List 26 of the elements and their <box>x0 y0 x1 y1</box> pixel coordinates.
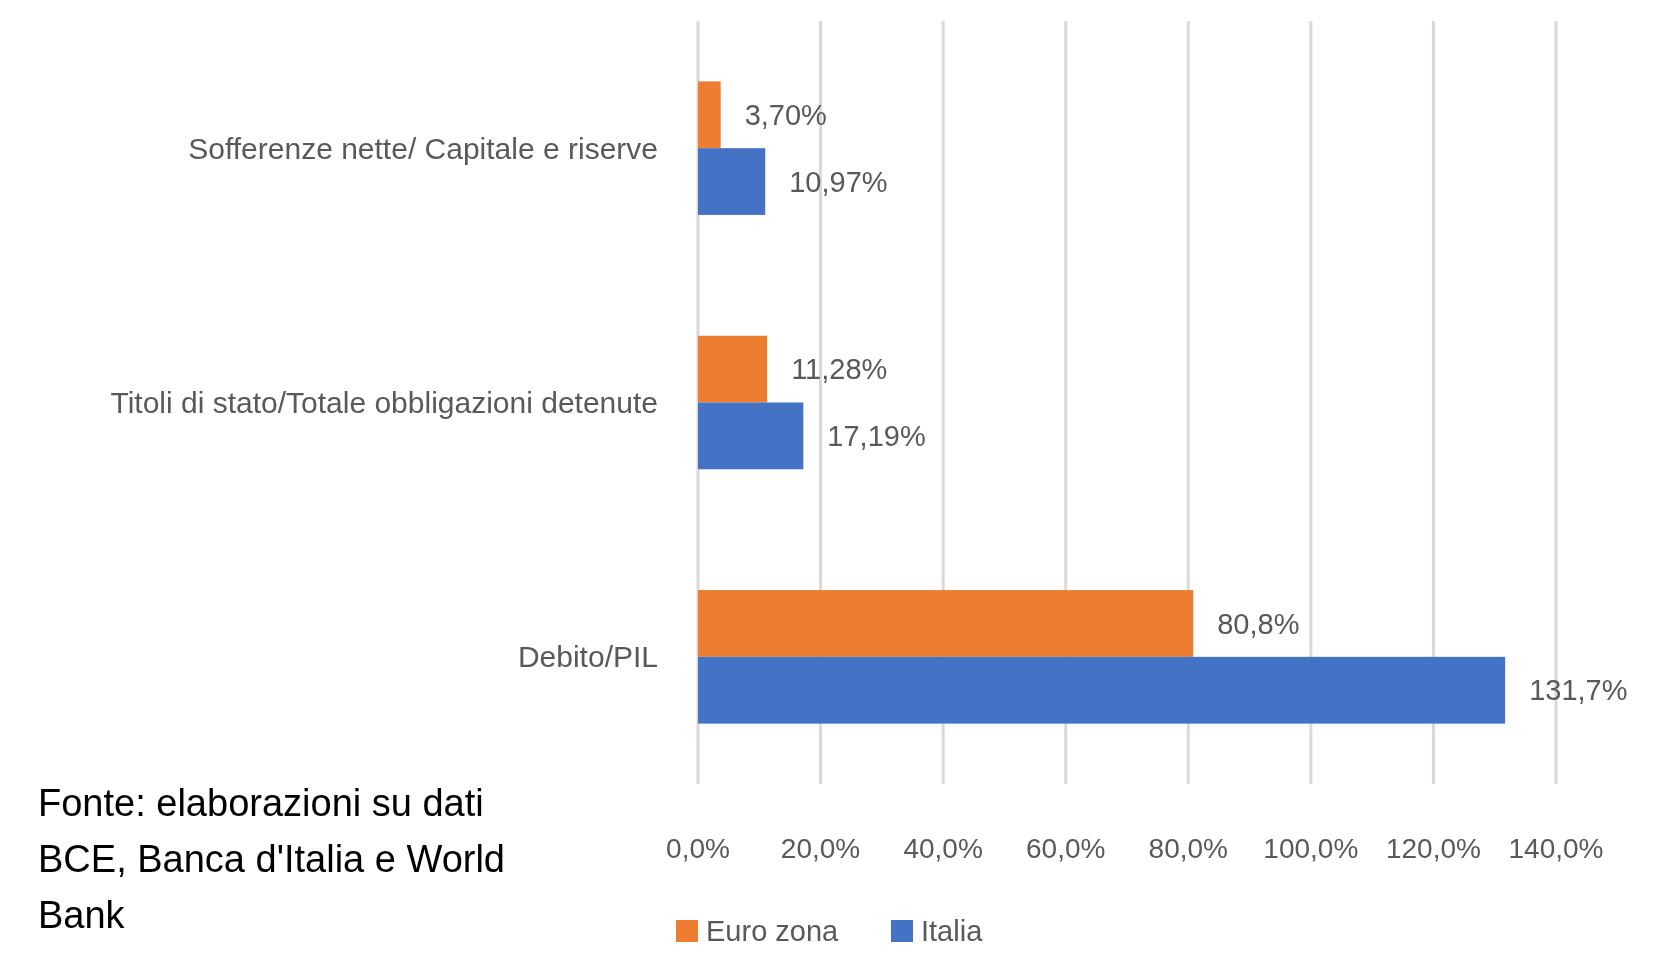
data-label: 10,97% <box>789 165 888 198</box>
bar <box>698 81 721 149</box>
x-tick-label: 140,0% <box>1508 832 1604 864</box>
source-note: Fonte: elaborazioni su dati BCE, Banca d'Italia e World Bank <box>38 782 506 936</box>
bar <box>698 656 1506 724</box>
x-tick-label: 80,0% <box>1148 832 1228 864</box>
legend-label: Italia <box>921 915 984 948</box>
x-tick-label: 60,0% <box>1026 832 1106 864</box>
x-tick-label: 100,0% <box>1263 832 1359 864</box>
y-tick-label: Titoli di stato/Totale obbligazioni detenute <box>110 386 658 419</box>
bar <box>698 148 766 215</box>
data-label: 3,70% <box>744 98 827 131</box>
legend-label: Euro zona <box>706 915 840 948</box>
data-label: 80,8% <box>1217 607 1300 640</box>
bar <box>698 335 768 403</box>
x-tick-label: 120,0% <box>1385 832 1481 864</box>
data-label: 17,19% <box>827 420 926 453</box>
data-label: 131,7% <box>1529 674 1628 707</box>
data-label: 11,28% <box>791 353 888 386</box>
x-tick-label: 40,0% <box>903 832 983 864</box>
y-tick-label: Debito/PIL <box>517 640 658 674</box>
bar <box>698 590 1194 657</box>
y-tick-label: Sofferenze nette/ Capitale e riserve <box>188 131 658 165</box>
x-tick-label: 0,0% <box>666 832 730 864</box>
x-tick-label: 20,0% <box>780 832 861 864</box>
bar <box>698 402 804 470</box>
